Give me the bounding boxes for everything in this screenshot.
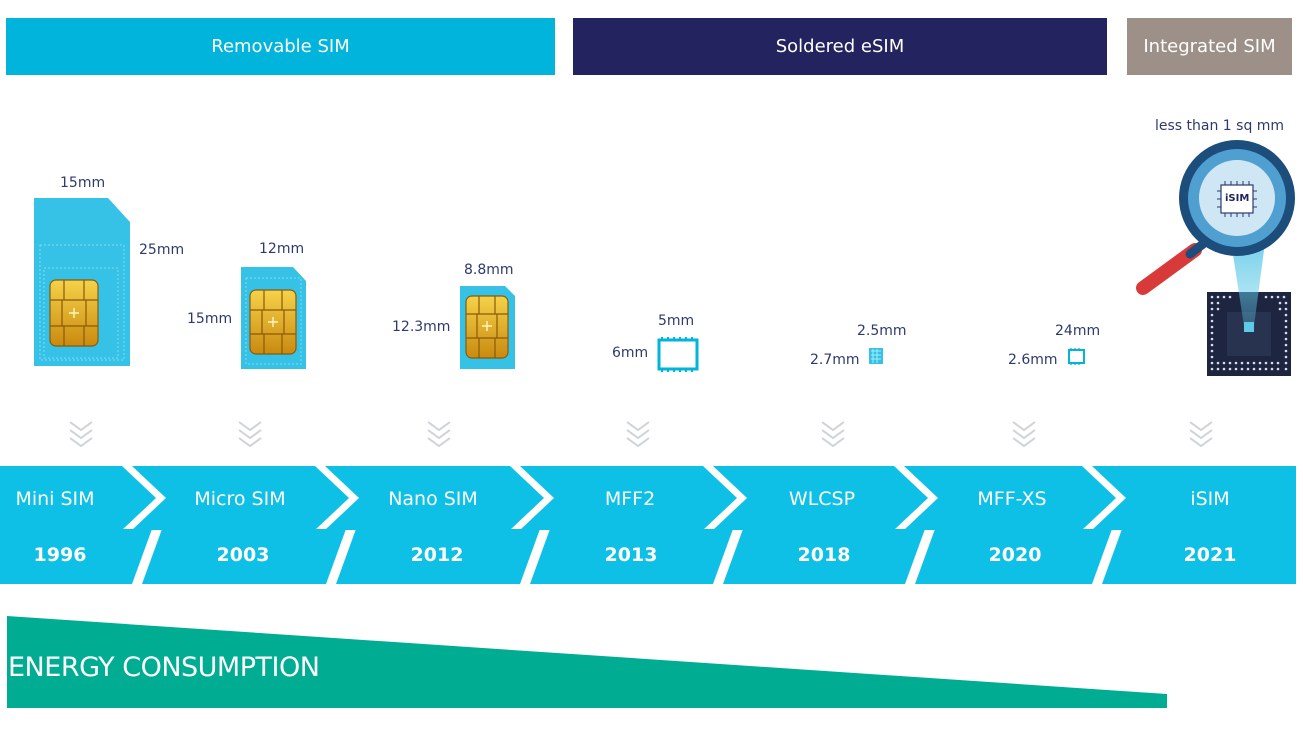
year-shape-2021	[1102, 529, 1296, 584]
stage-shape-micro-sim	[132, 466, 349, 530]
stage-shape-mff2	[520, 466, 737, 530]
nano-sim-card	[460, 286, 515, 369]
stage-year-2013: 2013	[604, 544, 658, 566]
sim-illustrations	[34, 140, 1295, 376]
year-shape-2013	[530, 529, 733, 584]
mini-sim-height-label: 25mm	[139, 242, 185, 258]
stage-year-2012: 2012	[410, 544, 464, 566]
stage-name-isim: iSIM	[1190, 488, 1230, 510]
chevron-down-icon	[69, 421, 93, 448]
mini-sim-width-label: 15mm	[60, 175, 106, 191]
mff2-height-label: 6mm	[612, 345, 649, 361]
year-shape-2018	[723, 529, 925, 584]
removable-sim-label: Removable SIM	[211, 36, 350, 57]
year-shape-1996	[0, 529, 152, 584]
micro-sim-card	[241, 267, 306, 369]
magnifier-light-cone	[1230, 235, 1266, 326]
timeline-ribbon	[0, 466, 1296, 584]
year-shape-2012	[336, 529, 540, 584]
stage-year-2003: 2003	[216, 544, 270, 566]
stage-shape-wlcsp	[713, 466, 928, 530]
stage-shape-mff-xs	[904, 466, 1116, 530]
chevron-down-icon	[821, 421, 845, 448]
stage-shape-nano-sim	[325, 466, 544, 530]
mff-xs-height-label: 2.6mm	[1008, 352, 1058, 368]
chevron-down-icon	[1189, 421, 1213, 448]
stage-name-micro-sim: Micro SIM	[194, 488, 286, 510]
isim-chip-text: iSIM	[1225, 193, 1250, 204]
stage-name-nano-sim: Nano SIM	[388, 488, 478, 510]
chevron-down-icon	[626, 421, 650, 448]
integrated-sim-header: Integrated SIM	[1127, 18, 1292, 75]
magnifier-icon	[1136, 140, 1295, 295]
stage-shape-isim	[1092, 466, 1296, 530]
chevron-down-icon	[238, 421, 262, 448]
micro-sim-height-label: 15mm	[187, 311, 233, 327]
mff2-chip	[657, 337, 699, 372]
nano-sim-width-label: 8.8mm	[464, 262, 514, 278]
mff-xs-chip	[1068, 348, 1085, 365]
chevron-down-icon	[427, 421, 451, 448]
stage-name-mini-sim: Mini SIM	[15, 488, 95, 510]
wlcsp-width-label: 2.5mm	[857, 323, 907, 339]
integrated-sim-label: Integrated SIM	[1143, 36, 1276, 57]
stage-year-2018: 2018	[797, 544, 851, 566]
mff-xs-width-label: 24mm	[1055, 323, 1101, 339]
stage-year-2020: 2020	[988, 544, 1042, 566]
stage-name-mff2: MFF2	[604, 488, 656, 510]
stage-year-1996: 1996	[33, 544, 87, 566]
year-shape-2020	[915, 529, 1112, 584]
chevron-down-icon	[1012, 421, 1036, 448]
wlcsp-chip	[869, 348, 883, 364]
soldered-esim-header: Soldered eSIM	[573, 18, 1107, 75]
year-shape-2003	[142, 529, 346, 584]
nano-sim-height-label: 12.3mm	[392, 319, 451, 335]
energy-consumption-label: ENERGY CONSUMPTION	[8, 652, 320, 683]
energy-consumption-wedge	[7, 616, 1167, 708]
stage-shape-mini-sim	[0, 466, 156, 530]
isim-size-label: less than 1 sq mm	[1155, 118, 1285, 134]
micro-sim-width-label: 12mm	[259, 241, 305, 257]
stage-year-2021: 2021	[1183, 544, 1237, 566]
wlcsp-height-label: 2.7mm	[810, 352, 860, 368]
stage-name-mff-xs: MFF-XS	[977, 488, 1047, 510]
mini-sim-card	[34, 198, 130, 366]
removable-sim-header: Removable SIM	[6, 18, 555, 75]
stage-name-wlcsp: WLCSP	[788, 488, 856, 510]
mff2-width-label: 5mm	[658, 313, 695, 329]
soldered-esim-label: Soldered eSIM	[775, 36, 905, 57]
